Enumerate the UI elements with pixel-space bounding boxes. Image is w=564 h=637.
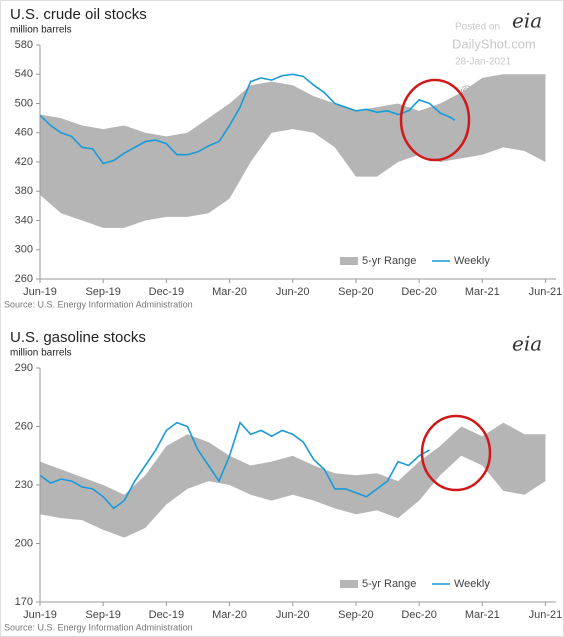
x-tick-label: Jun-21 <box>529 609 563 621</box>
y-tick-label: 260 <box>15 420 33 432</box>
source: Source: U.S. Energy Information Administ… <box>4 622 193 632</box>
x-tick-label: Mar-20 <box>212 286 247 298</box>
chart-subtitle: million barrels <box>10 25 72 36</box>
x-tick-label: Sep-19 <box>85 609 120 621</box>
y-tick-label: 300 <box>15 244 33 256</box>
watermark-site: DailyShot.com <box>452 36 536 51</box>
chart-title: U.S. crude oil stocks <box>10 6 147 23</box>
y-tick-label: 260 <box>15 273 33 285</box>
highlight-circle <box>420 414 492 492</box>
x-tick-label: Jun-20 <box>276 609 310 621</box>
y-tick-label: 230 <box>15 479 33 491</box>
weekly-line <box>39 421 431 510</box>
y-tick-label: 540 <box>15 68 33 80</box>
legend-label: Weekly <box>454 578 490 590</box>
legend-swatch <box>340 257 358 265</box>
x-tick-label: Dec-19 <box>149 609 184 621</box>
x-tick-label: Mar-21 <box>465 609 500 621</box>
watermark-date: 28-Jan-2021 <box>455 57 512 68</box>
y-tick-label: 500 <box>15 97 33 109</box>
legend-swatch <box>340 580 358 588</box>
logo: eia <box>512 332 542 356</box>
legend-label: Weekly <box>454 255 490 267</box>
x-tick-label: Jun-19 <box>23 609 57 621</box>
range-band <box>40 74 546 228</box>
y-tick-label: 420 <box>15 156 33 168</box>
y-tick-label: 380 <box>15 185 33 197</box>
charts: U.S. crude oil stocks million barrels eia S… <box>4 6 562 632</box>
y-tick-label: 580 <box>15 39 33 51</box>
y-tick-label: 460 <box>15 127 33 139</box>
x-tick-label: Dec-20 <box>401 286 436 298</box>
y-tick-label: 170 <box>15 596 33 608</box>
x-tick-label: Jun-21 <box>529 286 563 298</box>
weekly-line <box>39 73 456 165</box>
range-band <box>40 422 546 538</box>
chart-subtitle: million barrels <box>10 348 72 359</box>
highlight-circle <box>399 78 471 162</box>
x-tick-label: Dec-19 <box>149 286 184 298</box>
x-tick-label: Sep-19 <box>85 286 120 298</box>
legend-label: 5-yr Range <box>362 255 416 267</box>
watermark-posted: Posted on <box>455 22 500 33</box>
logo: eia <box>512 9 542 33</box>
x-tick-label: Dec-20 <box>401 609 436 621</box>
legend-label: 5-yr Range <box>362 578 416 590</box>
x-tick-label: Sep-20 <box>338 609 373 621</box>
x-tick-label: Mar-21 <box>465 286 500 298</box>
y-tick-label: 200 <box>15 537 33 549</box>
x-tick-label: Sep-20 <box>338 286 373 298</box>
y-tick-label: 340 <box>15 214 33 226</box>
x-tick-label: Jun-19 <box>23 286 57 298</box>
source: Source: U.S. Energy Information Administ… <box>4 299 193 309</box>
x-tick-label: Jun-20 <box>276 286 310 298</box>
chart-title: U.S. gasoline stocks <box>10 329 146 346</box>
x-tick-label: Mar-20 <box>212 609 247 621</box>
y-tick-label: 290 <box>15 362 33 374</box>
